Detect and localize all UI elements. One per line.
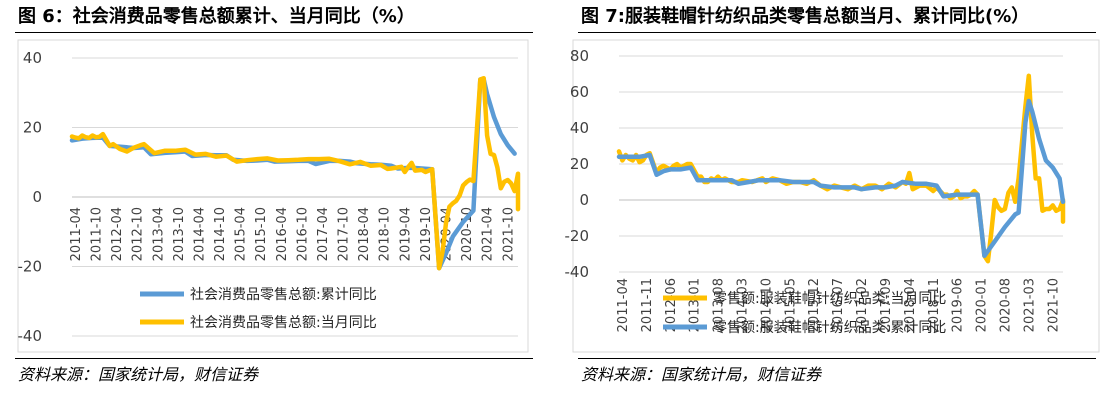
series-line [69, 75, 521, 271]
x-tick-label: 2011-11 [640, 278, 655, 332]
source-note: 资料来源：国家统计局，财信证券 [18, 365, 259, 384]
x-tick-label: 2015-05 [783, 278, 798, 332]
chart-frame [572, 39, 1100, 353]
x-tick-label: 2021-04 [481, 207, 496, 261]
x-tick-label: 2011-04 [69, 207, 84, 261]
y-tick-label: 20 [23, 119, 42, 137]
y-tick-label: -40 [18, 327, 43, 345]
x-tick-label: 2012-06 [664, 278, 679, 332]
x-tick-label: 2014-03 [736, 278, 751, 332]
y-tick-label: 20 [570, 155, 589, 173]
chart-panel-left: 图 6：社会消费品零售总额累计、当月同比（%） 40 20 0 -20 -40 2011-… [0, 0, 548, 410]
y-tick-label: -40 [565, 263, 590, 281]
y-tick-label: 40 [570, 119, 589, 137]
x-tick-label: 2020-01 [975, 278, 990, 332]
x-tick-label: 2018-11 [927, 278, 942, 332]
x-tick-label: 2018-04 [357, 207, 372, 261]
x-tick-label: 2017-10 [337, 207, 352, 261]
x-tick-label: 2019-04 [398, 207, 413, 261]
line-chart: 80 60 40 20 0 -20 -40 2011-04 2011-11 2012-06 2013… [565, 39, 1100, 353]
chart-frame [17, 39, 529, 353]
x-tick-label: 2016-07 [831, 278, 846, 332]
x-tick-label: 2013-04 [151, 207, 166, 261]
legend-label: 零售额:服装鞋帽针纺织品类:累计同比 [713, 320, 946, 336]
x-tick-label: 2014-10 [213, 207, 228, 261]
x-tick-label: 2021-10 [1046, 278, 1061, 332]
x-tick-label: 2013-08 [712, 278, 727, 332]
source-note: 资料来源：国家统计局，财信证券 [581, 365, 822, 384]
x-tick-label: 2016-04 [275, 207, 290, 261]
bottom-rule [15, 358, 533, 359]
top-rule [15, 32, 533, 33]
line-chart: 40 20 0 -20 -40 2011-04 2011-10 2012-04 2012-10 2… [17, 39, 529, 353]
x-tick-label: 2013-01 [688, 278, 703, 332]
x-tick-label: 2015-10 [254, 207, 269, 261]
x-tick-label: 2021-03 [1022, 278, 1037, 332]
chart-title: 图 6：社会消费品零售总额累计、当月同比（%） [18, 6, 415, 27]
legend-label: 社会消费品零售总额:当月同比 [190, 315, 377, 331]
x-tick-label: 2012-04 [110, 207, 125, 261]
legend-label: 零售额:服装鞋帽针纺织品类:当月同比 [713, 291, 946, 307]
x-tick-label: 2018-04 [903, 278, 918, 332]
x-tick-label: 2015-12 [807, 278, 822, 332]
y-tick-label: 0 [32, 188, 42, 206]
series-line [616, 98, 1066, 259]
bottom-rule [578, 358, 1096, 359]
y-tick-label: 0 [579, 191, 589, 209]
chart-panel-right: 图 7:服装鞋帽针纺织品类零售总额当月、累计同比(%） 80 60 40 20 0 -20… [563, 0, 1111, 410]
top-rule [578, 32, 1096, 33]
x-tick-label: 2019-10 [419, 207, 434, 261]
x-tick-label: 2017-02 [855, 278, 870, 332]
x-tick-label: 2014-10 [759, 278, 774, 332]
x-tick-label: 2016-10 [295, 207, 310, 261]
x-tick-label: 2011-04 [616, 278, 631, 332]
chart-title: 图 7:服装鞋帽针纺织品类零售总额当月、累计同比(%） [581, 6, 1030, 27]
x-tick-label: 2011-10 [90, 207, 105, 261]
x-tick-label: 2015-04 [234, 207, 249, 261]
x-tick-label: 2012-10 [131, 207, 146, 261]
y-tick-label: -20 [565, 227, 590, 245]
x-tick-label: 2017-09 [879, 278, 894, 332]
legend-label: 社会消费品零售总额:累计同比 [190, 287, 377, 303]
x-tick-label: 2014-04 [192, 207, 207, 261]
series-line [69, 76, 517, 271]
x-tick-label: 2019-06 [951, 278, 966, 332]
x-tick-label: 2020-08 [998, 278, 1013, 332]
y-tick-label: 40 [23, 49, 42, 67]
y-tick-label: -20 [18, 258, 43, 276]
x-tick-label: 2017-04 [316, 207, 331, 261]
x-tick-label: 2018-10 [378, 207, 393, 261]
x-tick-label: 2013-10 [172, 207, 187, 261]
x-tick-label: 2021-10 [501, 207, 516, 261]
y-tick-label: 60 [570, 83, 589, 101]
y-tick-label: 80 [570, 47, 589, 65]
